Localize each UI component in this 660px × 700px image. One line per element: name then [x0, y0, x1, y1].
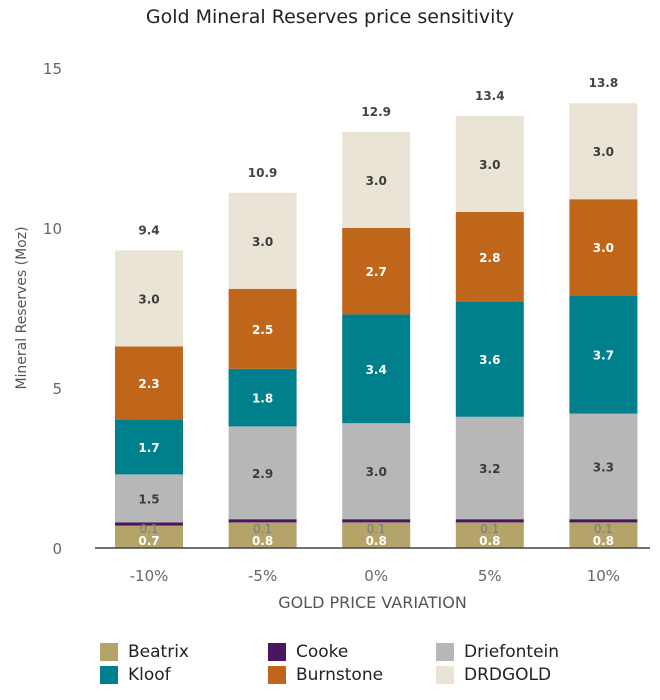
bar-segment-burnstone	[569, 199, 638, 296]
bar-segment-kloof	[342, 314, 411, 424]
bar-value-label-beatrix: 0.7	[138, 534, 159, 548]
legend-swatch	[436, 643, 454, 661]
legend-label: DRDGOLD	[464, 665, 552, 685]
bar-value-label-driefontein: 3.0	[366, 465, 387, 479]
bar-segment-beatrix	[455, 522, 524, 548]
bar-segment-kloof	[228, 368, 297, 427]
bar-value-label-driefontein: 3.2	[479, 462, 500, 476]
bar-segment-drdgold	[115, 250, 183, 347]
bar-value-label-drdgold: 3.0	[252, 235, 273, 249]
bar-segment-driefontein	[115, 474, 183, 523]
bar-segment-burnstone	[342, 228, 411, 315]
bar-value-label-beatrix: 0.8	[252, 534, 273, 548]
bar-segment-drdgold	[228, 192, 297, 289]
bar-segment-driefontein	[455, 416, 524, 520]
bar-segment-beatrix	[569, 522, 638, 548]
legend-label: Burnstone	[296, 665, 384, 685]
bar-segment-driefontein	[569, 413, 638, 520]
bar-value-label-driefontein: 3.3	[593, 460, 614, 474]
legend-label: Kloof	[128, 665, 171, 685]
legend-swatch	[268, 643, 286, 661]
bar-segment-cooke	[455, 519, 524, 523]
bar-value-label-drdgold: 3.0	[366, 174, 387, 188]
y-tick-label: 10	[43, 220, 62, 238]
legend-label: Beatrix	[128, 642, 189, 662]
bar-value-label-kloof: 3.4	[366, 363, 387, 377]
bar-value-label-driefontein: 2.9	[252, 467, 273, 481]
bar-value-label-cooke: 0.1	[253, 522, 272, 536]
x-tick-label: -10%	[130, 567, 169, 585]
bar-value-label-burnstone: 3.0	[593, 241, 614, 255]
bar-total-label: 9.4	[138, 223, 159, 237]
bar-segment-burnstone	[228, 288, 297, 369]
legend-item-burnstone: Burnstone	[268, 665, 383, 685]
legend-item-driefontein: Driefontein	[436, 642, 559, 662]
bar-segment-cooke	[342, 519, 411, 523]
bar-segment-drdgold	[455, 116, 524, 212]
x-tick-label: 10%	[587, 567, 620, 585]
legend-swatch	[268, 666, 286, 684]
bar-value-label-burnstone: 2.5	[252, 323, 273, 337]
bar-value-label-kloof: 1.7	[138, 441, 159, 455]
legend-item-beatrix: Beatrix	[100, 642, 189, 662]
bar-value-label-cooke: 0.1	[367, 522, 386, 536]
bar-value-label-cooke: 0.1	[480, 522, 499, 536]
bar-value-label-drdgold: 3.0	[593, 145, 614, 159]
bar-segment-kloof	[569, 295, 638, 414]
y-tick-label: 0	[52, 540, 62, 558]
chart-title: Gold Mineral Reserves price sensitivity	[145, 6, 515, 28]
bar-value-label-drdgold: 3.0	[138, 292, 159, 306]
chart-legend: Beatrix Cooke Driefontein Kloof Burnstone DRD…	[100, 642, 640, 692]
bar-segment-kloof	[115, 420, 183, 475]
bar-segment-drdgold	[342, 132, 411, 228]
bar-value-label-driefontein: 1.5	[138, 492, 159, 506]
legend-swatch	[436, 666, 454, 684]
bar-value-label-cooke: 0.1	[594, 522, 613, 536]
bar-value-label-burnstone: 2.3	[138, 377, 159, 391]
legend-item-cooke: Cooke	[268, 642, 348, 662]
x-axis-label: GOLD PRICE VARIATION	[278, 593, 467, 612]
bar-segment-cooke	[115, 522, 183, 526]
x-tick-label: 5%	[478, 567, 502, 585]
bar-value-label-beatrix: 0.8	[479, 534, 500, 548]
bar-value-label-burnstone: 2.7	[366, 265, 387, 279]
bar-segment-beatrix	[115, 525, 183, 548]
bar-segment-cooke	[228, 519, 297, 523]
bar-segment-burnstone	[455, 212, 524, 302]
bar-total-label: 13.4	[475, 89, 505, 103]
legend-swatch	[100, 643, 118, 661]
legend-swatch	[100, 666, 118, 684]
legend-item-kloof: Kloof	[100, 665, 171, 685]
bar-value-label-kloof: 1.8	[252, 392, 273, 406]
x-tick-label: 0%	[364, 567, 388, 585]
bar-value-label-drdgold: 3.0	[479, 158, 500, 172]
x-tick-label: -5%	[248, 567, 277, 585]
bar-value-label-cooke: 0.1	[139, 522, 158, 536]
bar-value-label-kloof: 3.6	[479, 353, 500, 367]
legend-item-drdgold: DRDGOLD	[436, 665, 551, 685]
bar-value-label-burnstone: 2.8	[479, 251, 500, 265]
legend-label: Cooke	[296, 642, 349, 662]
bar-segment-driefontein	[228, 426, 297, 520]
bar-value-label-beatrix: 0.8	[366, 534, 387, 548]
bar-segment-beatrix	[228, 522, 297, 548]
legend-label: Driefontein	[464, 642, 560, 662]
y-tick-label: 5	[52, 380, 62, 398]
bar-total-label: 12.9	[361, 105, 391, 119]
bar-total-label: 10.9	[248, 166, 278, 180]
y-tick-label: 15	[43, 60, 62, 78]
y-axis-label: Mineral Reserves (Moz)	[14, 226, 30, 389]
bar-value-label-kloof: 3.7	[593, 348, 614, 362]
bar-segment-burnstone	[115, 346, 183, 420]
bar-value-label-beatrix: 0.8	[593, 534, 614, 548]
bar-segment-driefontein	[342, 423, 411, 520]
bar-total-label: 13.8	[589, 76, 619, 90]
bar-segment-kloof	[455, 301, 524, 417]
bar-segment-beatrix	[342, 522, 411, 548]
bar-segment-drdgold	[569, 103, 638, 200]
bar-segment-cooke	[569, 519, 638, 523]
